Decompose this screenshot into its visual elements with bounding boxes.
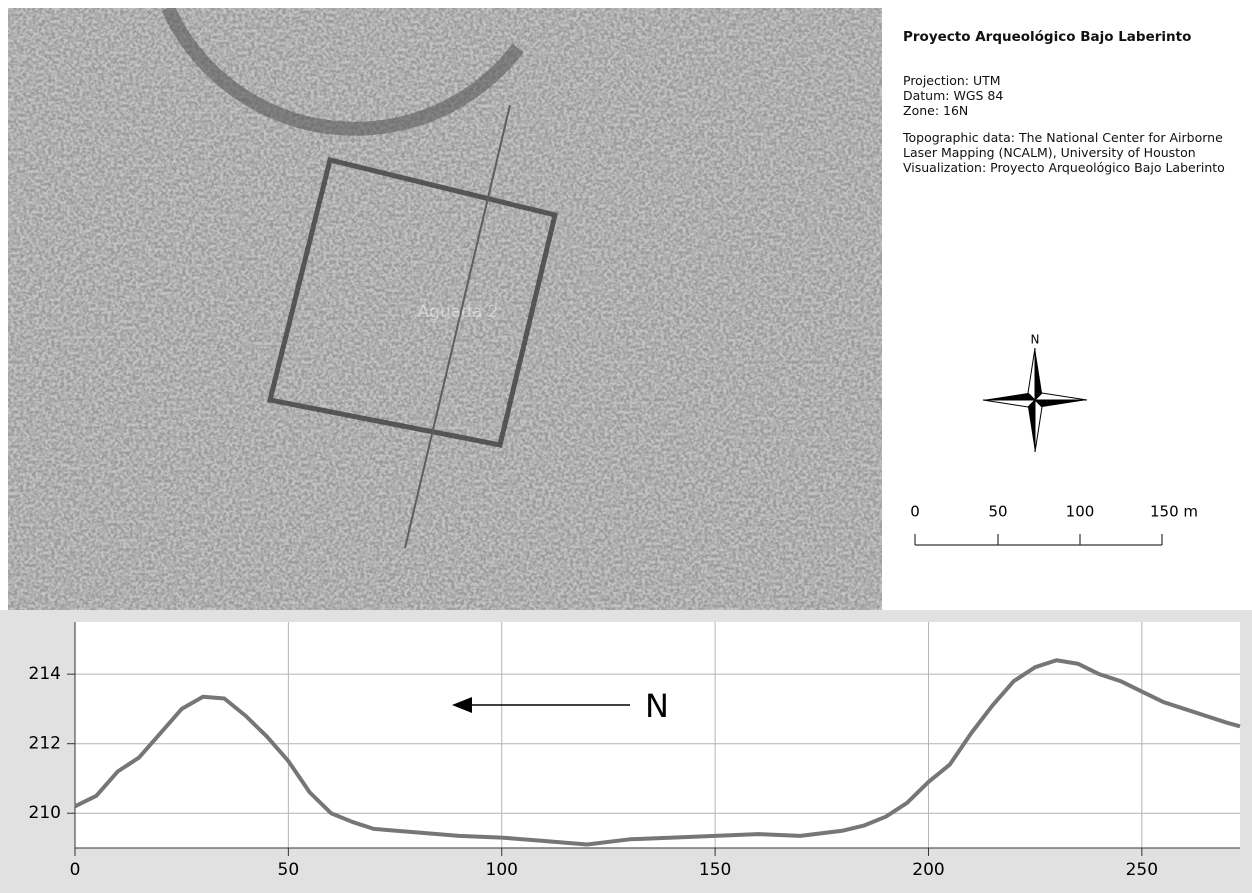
y-tick-label: 210 xyxy=(29,803,61,823)
y-tick-label: 214 xyxy=(29,664,61,684)
plot-area xyxy=(75,622,1240,848)
x-tick-label: 150 xyxy=(699,860,731,880)
info-line: Datum: WGS 84 xyxy=(903,88,1233,103)
x-tick-label: 250 xyxy=(1126,860,1158,880)
annotation: N xyxy=(645,687,669,725)
info-line: Zone: 16N xyxy=(903,103,1233,118)
x-tick-label: 50 xyxy=(278,860,300,880)
x-tick-label: 200 xyxy=(912,860,944,880)
lidar-map: Aguada 2 xyxy=(8,8,882,610)
page: {"map": {"label": "Aguada 2"}, "legend":… xyxy=(0,0,1252,893)
compass-rose xyxy=(983,348,1087,452)
scale-label: 100 xyxy=(1066,503,1095,521)
feature-label: Aguada 2 xyxy=(417,302,498,322)
scale-label: 150 m xyxy=(1150,503,1198,521)
x-tick-label: 0 xyxy=(70,860,81,880)
compass-label: N xyxy=(1031,333,1040,347)
map-furniture: N 0 50 100 150 m xyxy=(880,320,1252,580)
y-tick-label: 212 xyxy=(29,734,61,754)
legend-panel: Proyecto Arqueológico Bajo Laberinto Pro… xyxy=(903,30,1233,175)
scale-label: 0 xyxy=(910,503,920,521)
credit-line: Topographic data: The National Center fo… xyxy=(903,130,1233,160)
profile-chart: 210 212 214 0 50 100 150 200 250 N xyxy=(0,610,1252,893)
x-tick-label: 100 xyxy=(486,860,518,880)
credit-line: Visualization: Proyecto Arqueológico Baj… xyxy=(903,160,1233,175)
info-line: Projection: UTM xyxy=(903,73,1233,88)
scale-label: 50 xyxy=(988,503,1007,521)
projection-info: Projection: UTM Datum: WGS 84 Zone: 16N xyxy=(903,73,1233,118)
scale-bar xyxy=(915,534,1162,545)
credits: Topographic data: The National Center fo… xyxy=(903,130,1233,175)
legend-title: Proyecto Arqueológico Bajo Laberinto xyxy=(903,30,1233,45)
